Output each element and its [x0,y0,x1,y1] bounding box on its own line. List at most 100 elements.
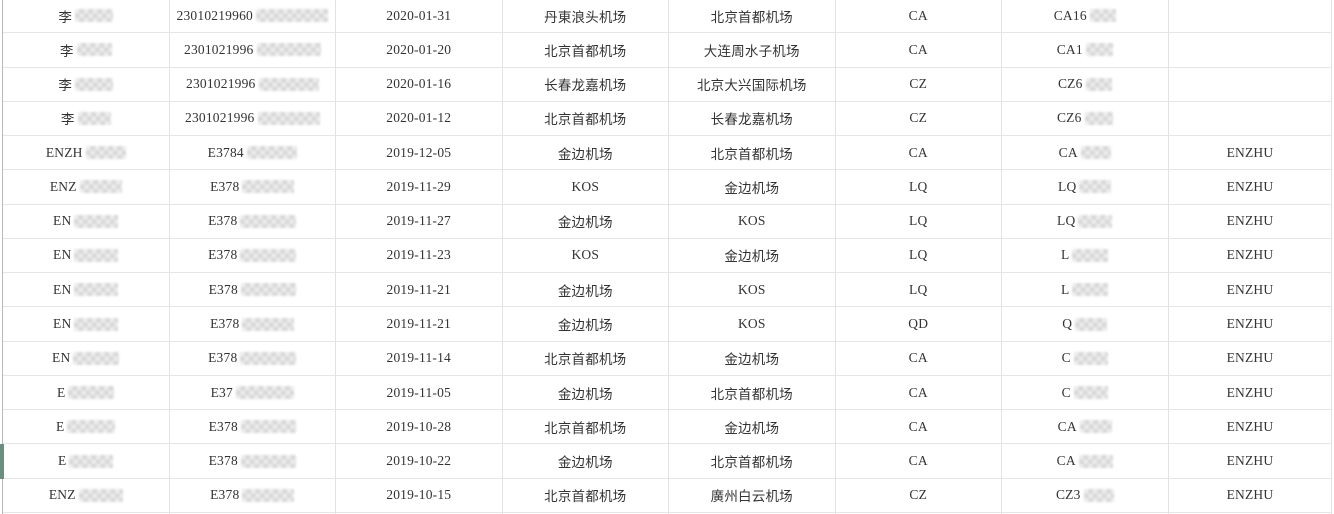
cell-id-number[interactable]: E37 [170,375,336,410]
cell-flight-number[interactable]: CZ6 [1002,67,1169,101]
cell-passenger-code[interactable] [1169,101,1333,136]
cell-passenger-name[interactable] [3,512,170,514]
cell-airline-code[interactable]: CA [836,375,1002,410]
cell-departure-airport[interactable]: 金边机场 [503,307,669,341]
cell-id-number[interactable]: E378 [170,170,336,204]
cell-airline-code[interactable]: LQ [836,238,1002,273]
cell-departure-airport[interactable]: 丹東浪头机场 [503,0,669,33]
cell-flight-number[interactable]: Q [1002,307,1169,341]
cell-id-number[interactable]: 2301021996 [170,101,336,136]
cell-id-number[interactable]: E378 [170,478,336,512]
cell-id-number[interactable]: E378 [170,204,336,238]
table-row[interactable]: 李 23010219960 2020-01-31 丹東浪头机场 北京首都机场 C… [3,0,1333,34]
cell-passenger-code[interactable] [1169,0,1333,33]
cell-departure-airport[interactable] [503,512,669,514]
cell-id-number[interactable]: E3784 [170,136,336,170]
cell-id-number[interactable]: E378 [170,307,336,341]
cell-passenger-name[interactable]: ENZ [3,170,170,204]
table-row[interactable]: E E37 2019-11-05 金边机场 北京首都机场 CA C ENZHU [3,375,1333,411]
cell-passenger-name[interactable]: EN [3,273,170,307]
cell-id-number[interactable]: E378 [170,341,336,375]
cell-arrival-airport[interactable] [669,512,836,514]
cell-passenger-name[interactable]: ENZH [3,136,170,170]
cell-arrival-airport[interactable]: KOS [669,273,836,307]
cell-arrival-airport[interactable]: 北京大兴国际机场 [669,67,836,101]
cell-departure-airport[interactable]: KOS [503,170,669,204]
cell-departure-airport[interactable]: 北京首都机场 [503,33,669,67]
cell-flight-number[interactable]: CA [1002,136,1169,170]
cell-passenger-code[interactable]: ENZHU [1169,512,1333,514]
cell-passenger-name[interactable]: EN [3,238,170,273]
cell-arrival-airport[interactable]: 金边机场 [669,238,836,273]
table-row[interactable]: E E378 2019-10-22 金边机场 北京首都机场 CA CA ENZH… [0,444,1333,479]
cell-passenger-name[interactable]: EN [3,204,170,238]
cell-passenger-code[interactable] [1169,67,1333,101]
cell-flight-number[interactable]: L [1002,273,1169,307]
cell-arrival-airport[interactable]: KOS [669,204,836,238]
table-row[interactable]: E E378 2019-10-28 北京首都机场 金边机场 CA CA ENZH… [3,410,1333,445]
cell-airline-code[interactable]: CZ [836,478,1002,512]
cell-flight-date[interactable]: 2019-10-28 [336,410,503,444]
cell-passenger-code[interactable]: ENZHU [1169,273,1333,307]
cell-passenger-code[interactable]: ENZHU [1169,375,1333,410]
cell-flight-number[interactable]: CA16 [1002,0,1169,33]
cell-arrival-airport[interactable]: 长春龙嘉机场 [669,101,836,136]
cell-departure-airport[interactable]: 长春龙嘉机场 [503,67,669,101]
cell-passenger-code[interactable]: ENZHU [1169,478,1333,512]
table-row[interactable]: EN E378 2019-11-21 金边机场 KOS LQ L ENZHU [3,273,1333,308]
cell-flight-number[interactable]: LQ [1002,170,1169,204]
cell-departure-airport[interactable]: 金边机场 [503,136,669,170]
cell-departure-airport[interactable]: 金边机场 [503,375,669,410]
cell-airline-code[interactable]: CA [836,136,1002,170]
cell-passenger-code[interactable]: ENZHU [1169,444,1333,478]
cell-flight-number[interactable]: CA [1002,410,1169,444]
cell-airline-code[interactable]: CA [836,341,1002,375]
cell-flight-date[interactable]: 2020-01-31 [336,0,503,33]
cell-arrival-airport[interactable]: 廣州白云机场 [669,478,836,512]
cell-passenger-name[interactable]: 李 [3,0,170,33]
cell-airline-code[interactable]: CZ [836,67,1002,101]
cell-flight-date[interactable]: 2020-01-20 [336,33,503,67]
cell-flight-number[interactable]: LQ [1002,204,1169,238]
cell-airline-code[interactable]: LQ [836,273,1002,307]
cell-flight-number[interactable] [1002,512,1169,514]
cell-passenger-name[interactable]: E [3,375,170,410]
cell-flight-date[interactable]: 2019-11-05 [336,375,503,410]
cell-departure-airport[interactable]: 北京首都机场 [503,478,669,512]
cell-id-number[interactable]: E378 [170,410,336,444]
table-row[interactable]: ENZ E378 2019-10-15 北京首都机场 廣州白云机场 CZ CZ3… [3,478,1333,513]
table-row[interactable]: EN E378 2019-11-23 KOS 金边机场 LQ L ENZHU [3,238,1333,274]
cell-passenger-name[interactable]: 李 [3,101,170,136]
table-row[interactable]: 李 2301021996 2020-01-16 长春龙嘉机场 北京大兴国际机场 … [3,67,1333,102]
table-row[interactable]: EN E378 2019-11-21 金边机场 KOS QD Q ENZHU [3,307,1333,342]
cell-arrival-airport[interactable]: KOS [669,307,836,341]
cell-flight-number[interactable]: CZ3 [1002,478,1169,512]
cell-flight-date[interactable]: 2019-11-29 [336,170,503,204]
cell-arrival-airport[interactable]: 大连周水子机场 [669,33,836,67]
cell-id-number[interactable]: 2301021996 [170,67,336,101]
cell-flight-date[interactable]: 2019-10-22 [336,444,503,478]
cell-airline-code[interactable]: CA [836,444,1002,478]
table-row[interactable]: ENZ E378 2019-11-29 KOS 金边机场 LQ LQ ENZHU [3,170,1333,205]
cell-departure-airport[interactable]: 北京首都机场 [503,341,669,375]
cell-flight-date[interactable] [336,512,503,514]
cell-passenger-code[interactable]: ENZHU [1169,238,1333,273]
cell-departure-airport[interactable]: 金边机场 [503,204,669,238]
table-row[interactable]: E378 ENZHU [3,512,1333,514]
cell-arrival-airport[interactable]: 北京首都机场 [669,136,836,170]
cell-passenger-code[interactable]: ENZHU [1169,204,1333,238]
cell-airline-code[interactable]: CZ [836,101,1002,136]
cell-airline-code[interactable]: CA [836,0,1002,33]
cell-passenger-code[interactable]: ENZHU [1169,341,1333,375]
cell-flight-date[interactable]: 2019-11-27 [336,204,503,238]
cell-departure-airport[interactable]: 北京首都机场 [503,410,669,444]
cell-flight-date[interactable]: 2019-11-14 [336,341,503,375]
cell-passenger-code[interactable]: ENZHU [1169,307,1333,341]
cell-flight-number[interactable]: CA [1002,444,1169,478]
cell-flight-date[interactable]: 2020-01-16 [336,67,503,101]
cell-passenger-code[interactable] [1169,33,1333,67]
cell-flight-number[interactable]: C [1002,375,1169,410]
table-row[interactable]: 李 2301021996 2020-01-12 北京首都机场 长春龙嘉机场 CZ… [3,101,1333,137]
cell-arrival-airport[interactable]: 北京首都机场 [669,0,836,33]
cell-passenger-name[interactable]: EN [3,341,170,375]
